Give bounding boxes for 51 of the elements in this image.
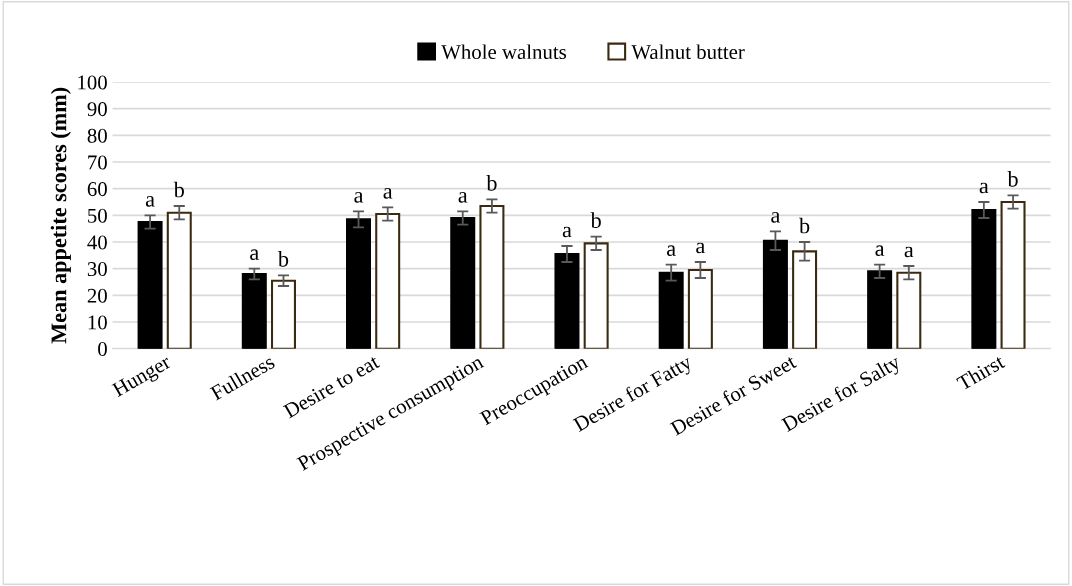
data-label: a [696, 242, 705, 254]
bar [658, 271, 684, 349]
bar [270, 279, 296, 349]
y-tick-label: 40 [87, 235, 107, 250]
bar [554, 252, 580, 349]
y-tick-label: 80 [87, 128, 107, 143]
data-label: b [1007, 171, 1018, 187]
data-label: a [145, 196, 155, 207]
bar [971, 208, 997, 349]
data-label: a [667, 245, 676, 256]
data-label: b [486, 175, 497, 191]
y-tick-label: 0 [98, 342, 107, 357]
y-tick-label: 100 [78, 75, 107, 90]
y-tick-label: 30 [87, 262, 107, 277]
bar [1000, 200, 1026, 349]
bar [896, 271, 922, 349]
data-label: a [354, 192, 364, 203]
data-label: b [173, 181, 184, 198]
bar [762, 239, 788, 349]
data-label: a [383, 188, 393, 199]
bar [375, 212, 401, 349]
data-label: b [590, 212, 601, 228]
x-tick-label: Thirst [955, 353, 1006, 391]
y-tick-label: 70 [88, 155, 107, 170]
y-tick-label: 90 [87, 102, 107, 117]
data-label: a [875, 245, 885, 256]
y-tick-label: 10 [88, 315, 107, 330]
bar [241, 272, 267, 349]
data-label: b [799, 217, 810, 234]
y-tick-label: 20 [87, 288, 107, 303]
data-label: a [979, 182, 989, 194]
bar [346, 218, 372, 349]
y-tick-label: 50 [88, 208, 107, 223]
y-axis-title: Mean appetite scores (mm) [50, 87, 71, 344]
legend-label: Whole walnuts [441, 44, 567, 60]
data-label: b [277, 251, 289, 267]
data-label: a [771, 212, 781, 223]
data-label: a [562, 226, 572, 238]
bar [687, 268, 713, 349]
bar [479, 204, 505, 349]
bar [583, 242, 609, 349]
bar [792, 250, 818, 349]
data-label: a [458, 192, 468, 203]
data-label: a [250, 249, 259, 260]
bar [867, 270, 893, 349]
data-label: a [904, 246, 914, 258]
legend-label: Walnut butter [631, 44, 745, 60]
bar [450, 216, 476, 349]
y-tick-label: 60 [87, 182, 107, 197]
bar [137, 220, 163, 349]
bar [166, 211, 192, 349]
